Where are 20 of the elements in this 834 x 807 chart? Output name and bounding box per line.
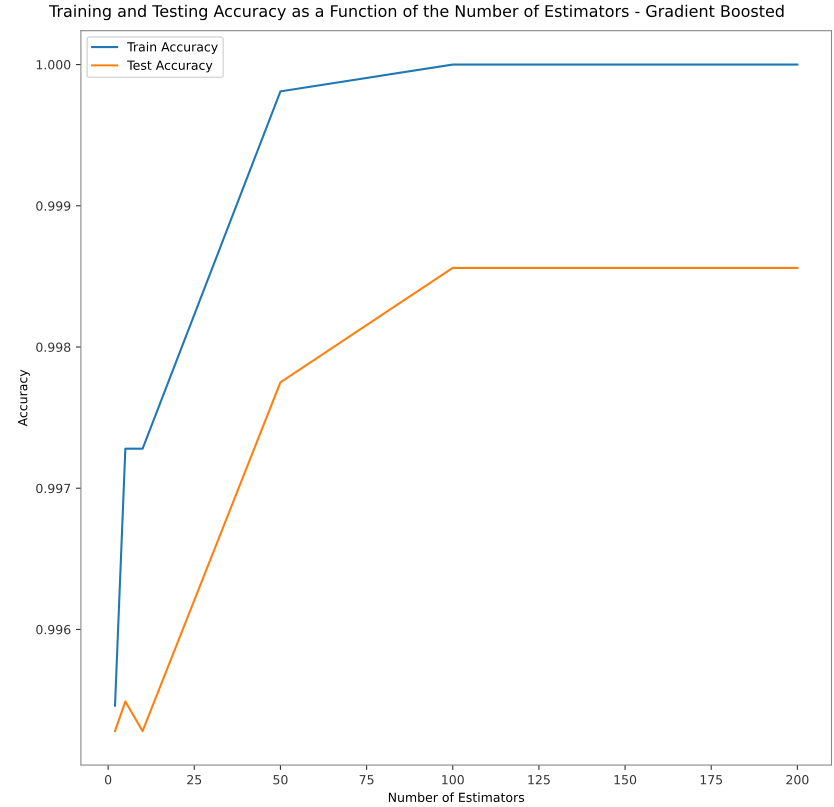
x-tick-label: 200 bbox=[786, 774, 808, 784]
y-axis-title: Accuracy bbox=[18, 370, 30, 426]
y-tick-label: 0.996 bbox=[36, 624, 70, 634]
x-tick-label: 150 bbox=[614, 774, 636, 784]
chart-title: Training and Testing Accuracy as a Function of the Number of Estimators - Gradient Boosted bbox=[49, 4, 784, 20]
x-tick-label: 175 bbox=[700, 775, 722, 784]
y-tick-label: 0.997 bbox=[36, 484, 70, 494]
y-tick-label: 0.999 bbox=[36, 201, 70, 211]
y-tick-label: 0.998 bbox=[36, 342, 70, 352]
legend-label: Train Accuracy bbox=[127, 42, 218, 54]
x-tick-label: 50 bbox=[273, 774, 288, 784]
y-tick-label: 1.000 bbox=[36, 60, 70, 70]
x-tick-label: 75 bbox=[360, 775, 374, 784]
x-tick-label: 100 bbox=[442, 774, 464, 784]
x-tick-label: 125 bbox=[528, 774, 550, 784]
x-tick-label: 0 bbox=[104, 774, 112, 784]
line-series bbox=[114, 266, 798, 732]
legend-label: Test Accuracy bbox=[127, 60, 212, 72]
x-tick-label: 25 bbox=[187, 774, 202, 784]
x-axis-title: Number of Estimators bbox=[388, 792, 524, 802]
